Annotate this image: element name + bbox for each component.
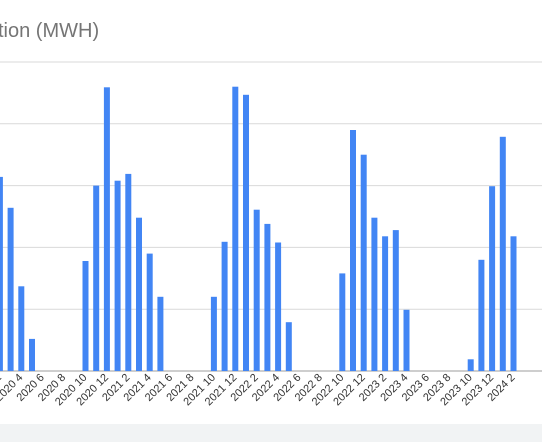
- bar: [478, 259, 485, 371]
- bar: [489, 186, 496, 371]
- bar: [125, 173, 132, 371]
- bar: [499, 136, 506, 371]
- chart-title: tion (MWH): [0, 20, 100, 42]
- bar: [114, 180, 121, 371]
- bar: [0, 176, 3, 371]
- bar: [403, 309, 410, 371]
- bar: [275, 242, 282, 371]
- bottom-band: [0, 424, 542, 442]
- bar: [382, 236, 389, 371]
- bar: [103, 87, 110, 372]
- bar: [7, 207, 14, 371]
- bar: [82, 261, 89, 371]
- bar: [360, 154, 367, 371]
- bar: [339, 273, 346, 371]
- bar: [93, 185, 100, 371]
- bar: [29, 338, 35, 371]
- bar: [392, 230, 399, 371]
- bar: [264, 223, 271, 371]
- bar: [243, 94, 249, 372]
- bar: [157, 296, 164, 371]
- bar: [136, 217, 142, 371]
- bar: [467, 359, 474, 371]
- bar: [210, 296, 217, 371]
- bar: [253, 209, 260, 371]
- bar: [350, 130, 356, 371]
- bar: [221, 241, 228, 371]
- bar: [146, 253, 153, 371]
- bar: [18, 286, 25, 371]
- bar: [285, 322, 292, 371]
- bar: [232, 86, 239, 371]
- bar: [510, 236, 517, 371]
- bar: [371, 217, 378, 371]
